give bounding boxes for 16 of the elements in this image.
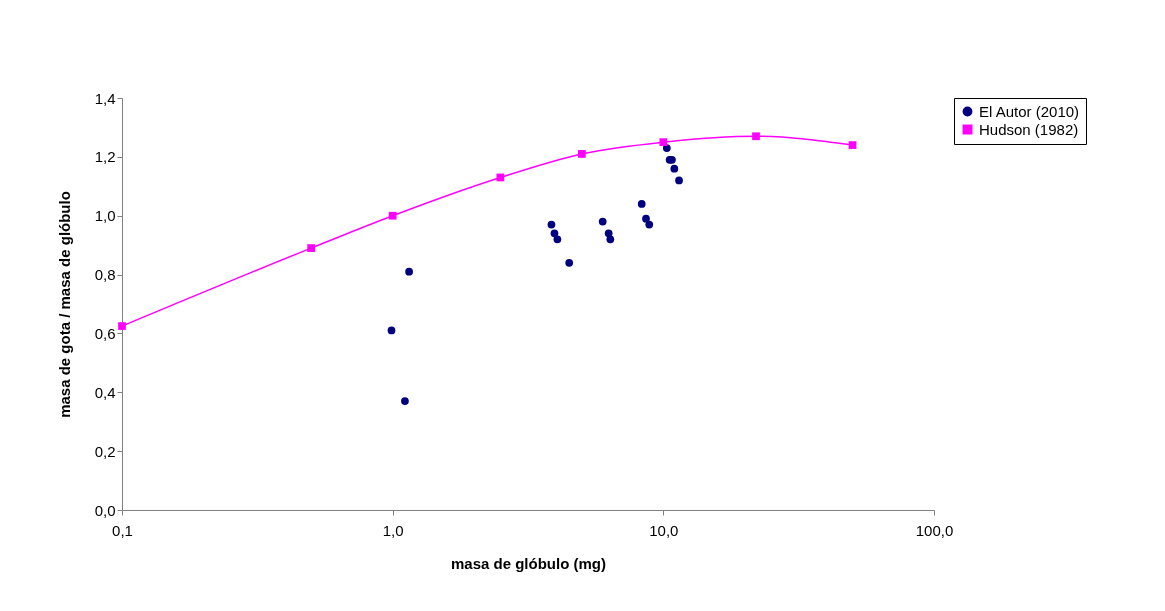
x-tick-label: 1,0: [382, 521, 404, 539]
y-tick-label: 0,8: [94, 266, 116, 284]
x-tick-label: 10,0: [649, 521, 679, 539]
legend-label: Hudson (1982): [979, 120, 1079, 138]
x-tick-label: 100,0: [915, 521, 954, 539]
x-axis-title: masa de glóbulo (mg): [450, 554, 607, 572]
y-tick-label: 1,0: [94, 207, 116, 225]
legend-label: El Autor (2010): [979, 102, 1080, 120]
y-tick-label: 0,4: [94, 383, 116, 401]
y-tick-label: 0,2: [94, 442, 116, 460]
y-tick-label: 0,6: [94, 324, 116, 342]
y-tick-label: 1,4: [94, 89, 116, 107]
y-tick-label: 1,2: [94, 148, 116, 166]
y-axis-title: masa de gota / masa de glóbulo: [55, 191, 73, 418]
x-tick-label: 0,1: [112, 521, 133, 539]
y-tick-label: 0,0: [94, 501, 116, 519]
